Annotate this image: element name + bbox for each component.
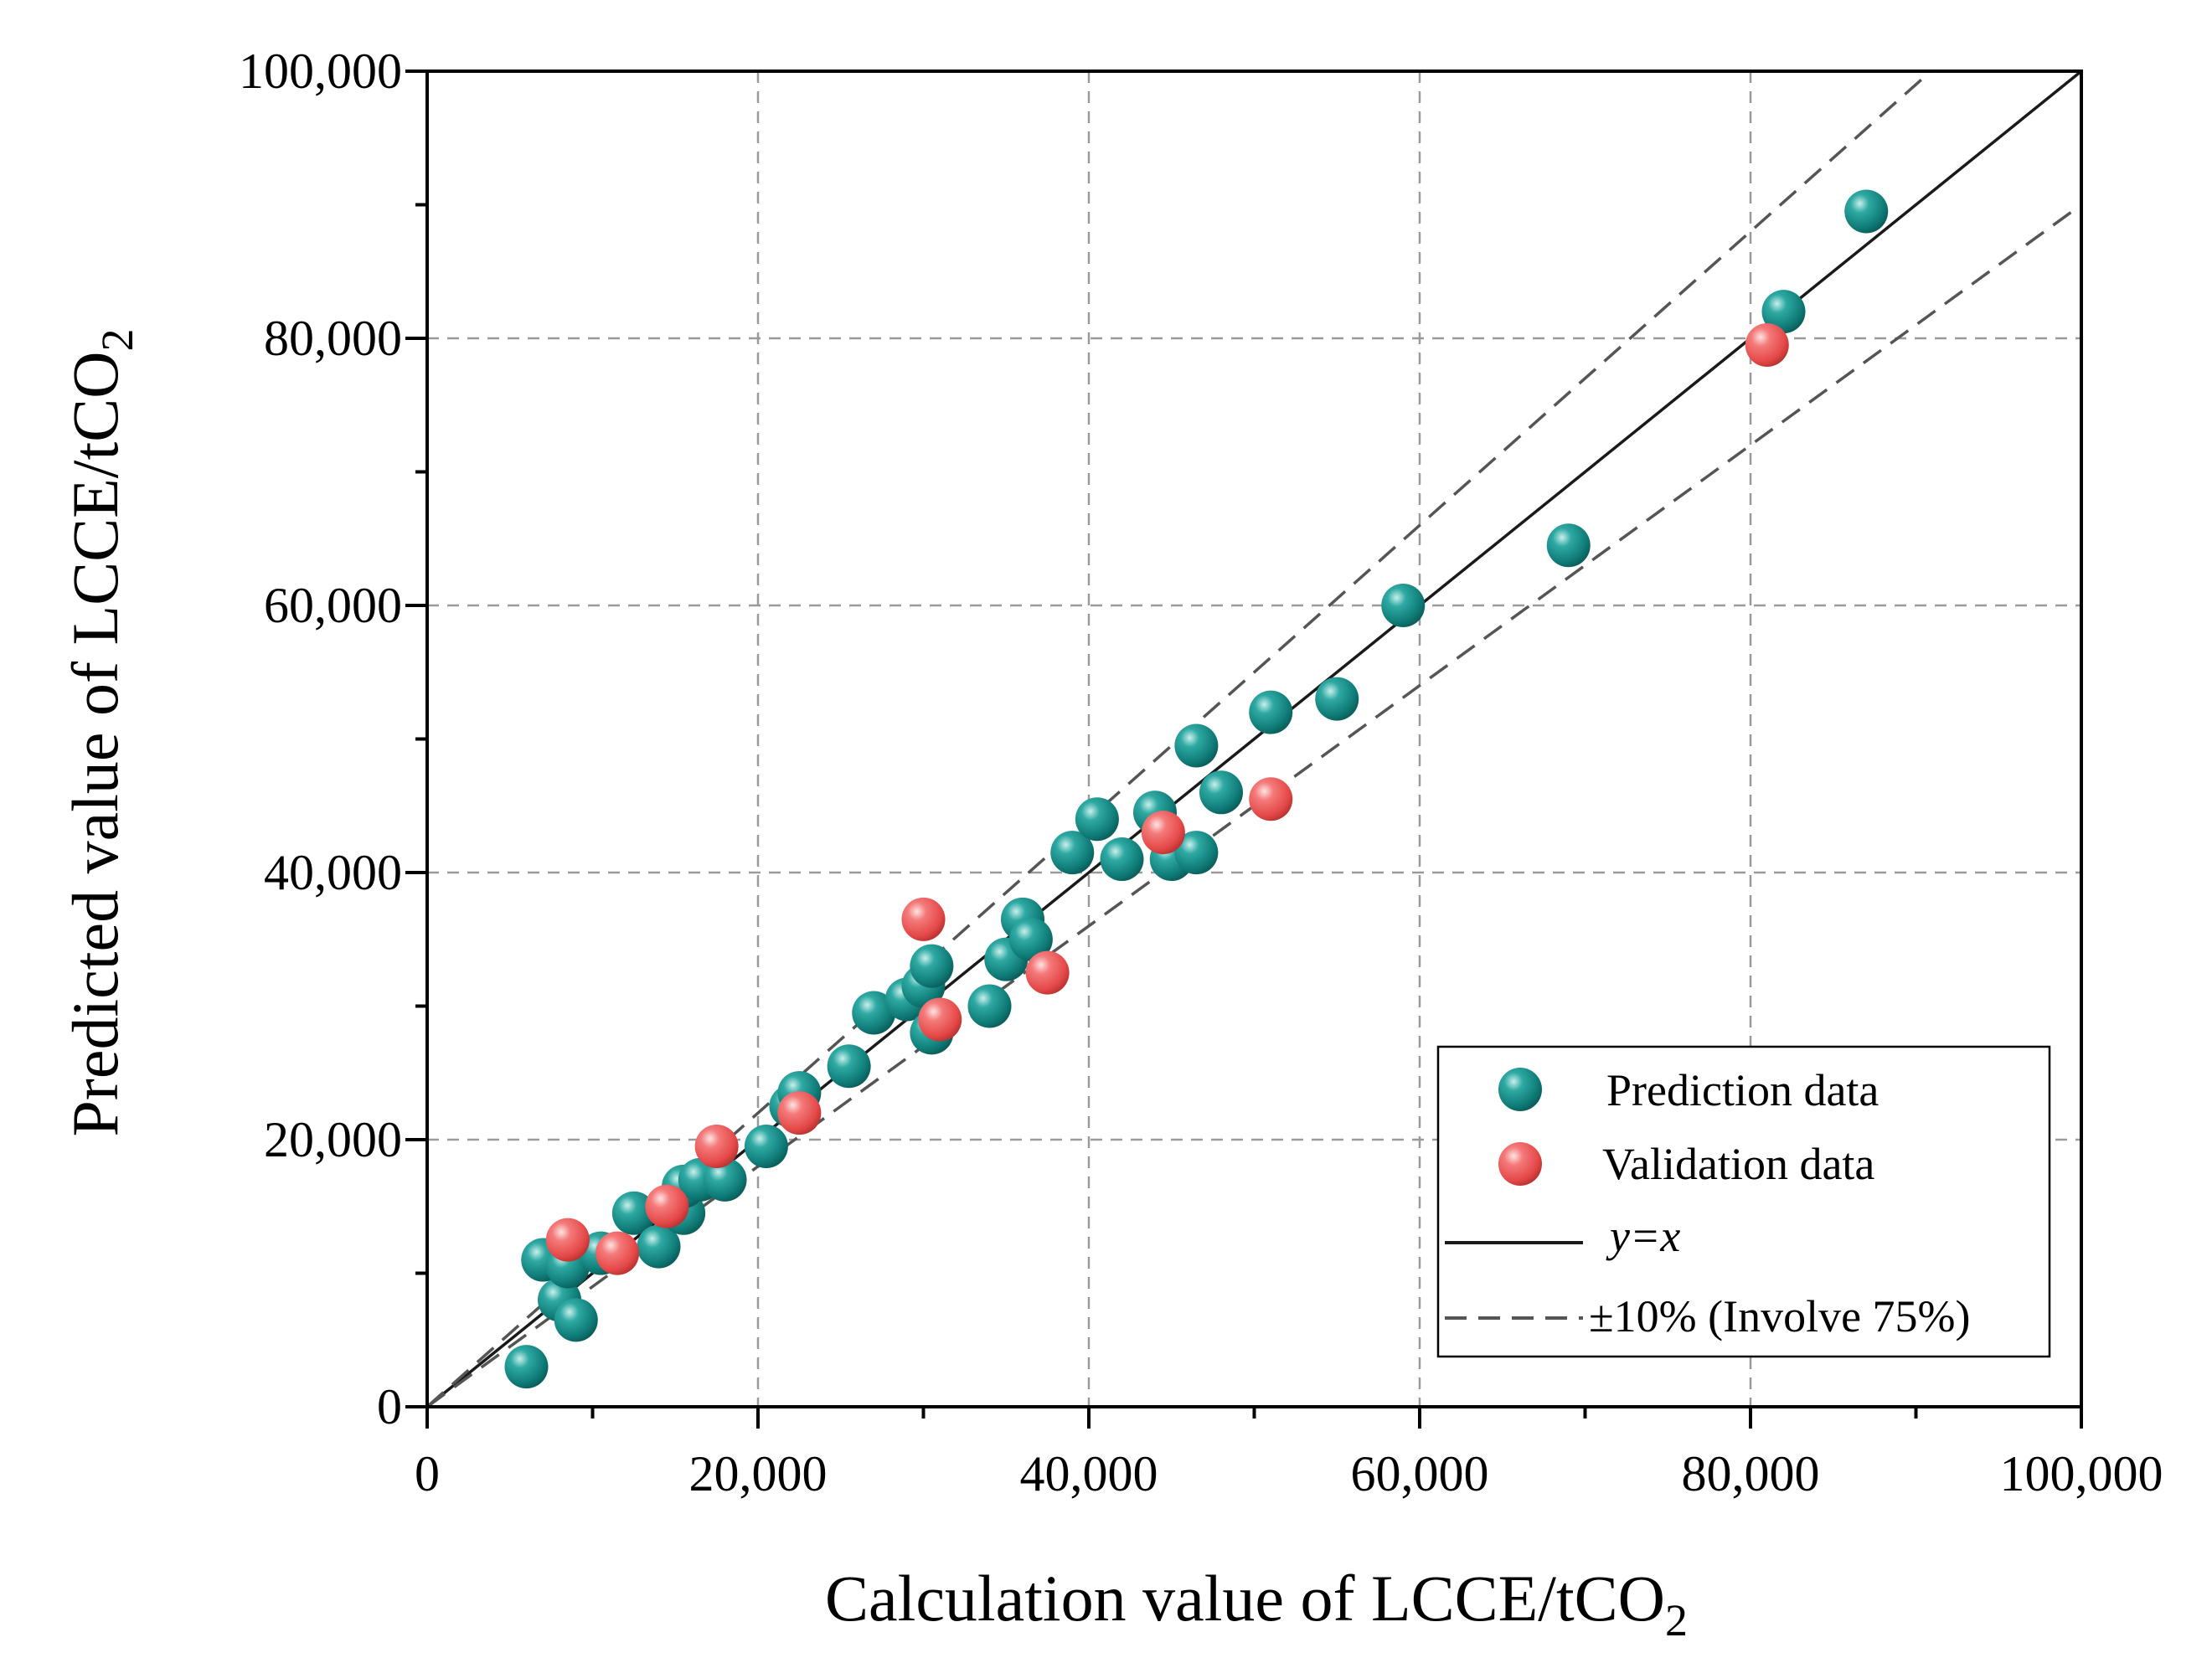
prediction-point: [1546, 523, 1591, 568]
x-tick-label: 80,000: [1682, 1446, 1820, 1501]
validation-point: [1249, 777, 1293, 821]
y-tick-label: 20,000: [264, 1112, 402, 1167]
validation-point: [1745, 322, 1789, 367]
prediction-point: [703, 1157, 747, 1202]
validation-point: [694, 1124, 739, 1168]
data-points: [504, 189, 1889, 1389]
legend-yx-label: y=x: [1606, 1211, 1680, 1261]
x-tick-label: 100,000: [2000, 1446, 2163, 1501]
validation-point: [1025, 950, 1070, 995]
y-axis-title: Predicted value of LCCE/tCO2: [59, 329, 142, 1137]
y-tick-label: 100,000: [239, 44, 402, 99]
legend: Prediction data Validation data y=x ±10%…: [1436, 1045, 2051, 1358]
validation-point: [596, 1231, 640, 1275]
axis-ticks: [405, 70, 2083, 1429]
prediction-point: [504, 1345, 549, 1389]
validation-point: [777, 1091, 822, 1135]
prediction-point: [1844, 189, 1889, 234]
prediction-point: [1315, 677, 1359, 721]
prediction-point: [1008, 917, 1053, 961]
prediction-point: [1199, 770, 1243, 815]
prediction-point: [1174, 723, 1219, 768]
prediction-point: [611, 1191, 656, 1235]
validation-point: [918, 997, 962, 1042]
x-tick-label: 40,000: [1020, 1446, 1158, 1501]
prediction-point: [1174, 831, 1219, 875]
x-tick-label: 0: [415, 1446, 440, 1501]
legend-prediction-label: Prediction data: [1606, 1065, 1879, 1115]
y-tick-label: 60,000: [264, 578, 402, 633]
x-tick-label: 60,000: [1351, 1446, 1489, 1501]
y-tick-label: 0: [377, 1379, 402, 1434]
prediction-point: [1761, 290, 1806, 334]
prediction-point: [554, 1298, 598, 1342]
prediction-point: [1381, 584, 1426, 627]
prediction-point: [744, 1124, 788, 1168]
y-tick-labels: 0 20,000 40,000 60,000 80,000 100,000: [239, 44, 402, 1434]
validation-point: [901, 897, 946, 941]
prediction-point: [1100, 837, 1144, 882]
x-axis-title: Calculation value of LCCE/tCO2: [825, 1562, 1688, 1645]
x-tick-label: 20,000: [689, 1446, 828, 1501]
legend-band-label: ±10% (Involve 75%): [1589, 1291, 1971, 1341]
legend-validation-label: Validation data: [1602, 1139, 1874, 1189]
prediction-point: [1249, 690, 1293, 734]
legend-validation-marker: [1498, 1142, 1542, 1186]
validation-point: [645, 1184, 689, 1228]
prediction-point: [852, 991, 896, 1035]
y-tick-label: 80,000: [264, 311, 402, 366]
legend-prediction-marker: [1498, 1068, 1542, 1111]
prediction-point: [827, 1044, 871, 1089]
prediction-point: [1050, 831, 1095, 875]
prediction-point: [1075, 797, 1119, 842]
validation-point: [545, 1218, 590, 1262]
prediction-point: [637, 1224, 681, 1269]
prediction-point: [910, 944, 954, 988]
validation-point: [1141, 811, 1185, 855]
prediction-point: [967, 984, 1012, 1028]
y-tick-label: 40,000: [264, 845, 402, 900]
x-tick-labels: 0 20,000 40,000 60,000 80,000 100,000: [415, 1446, 2163, 1501]
